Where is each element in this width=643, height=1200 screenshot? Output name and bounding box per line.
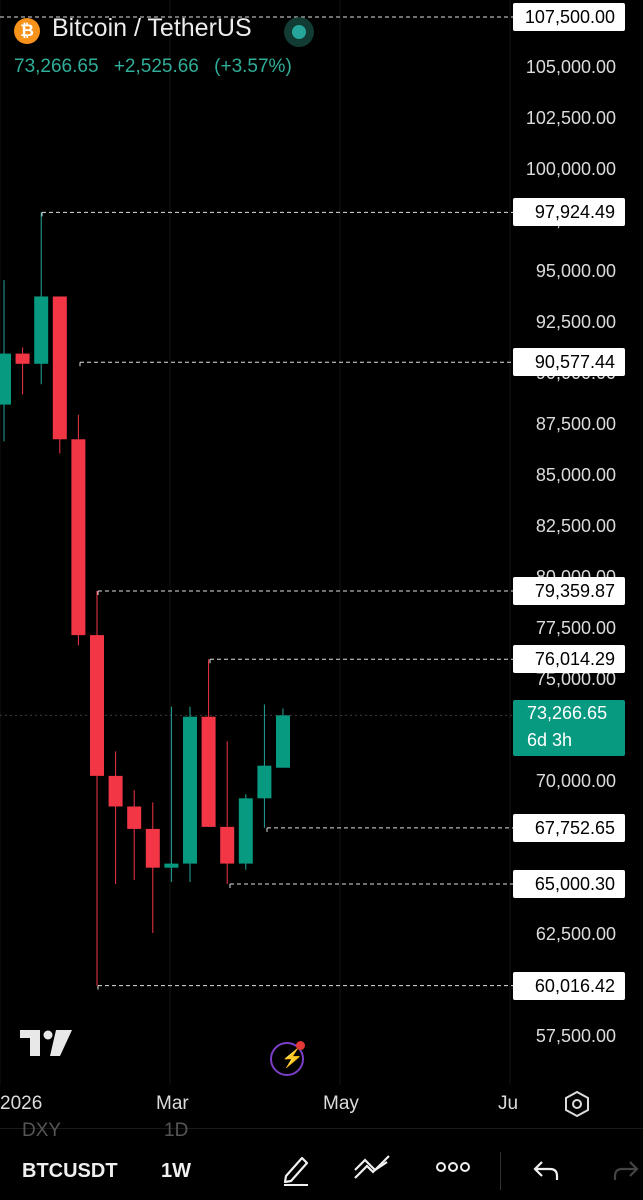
price-level-tag[interactable]: 79,359.87: [513, 577, 625, 606]
time-label-may: May: [323, 1093, 359, 1114]
price-level-tag[interactable]: 60,016.42: [513, 971, 625, 1000]
candle-body: [52, 296, 67, 440]
price-level-tag[interactable]: 67,752.65: [513, 813, 625, 842]
current-price-value: 73,266.65: [527, 703, 608, 723]
price-axis-label: 102,500.00: [525, 108, 616, 128]
candle-body: [15, 353, 30, 364]
time-label-mar: Mar: [156, 1093, 189, 1114]
price-axis-label: 77,500.00: [535, 618, 616, 638]
more-icon[interactable]: [436, 1160, 470, 1179]
price-axis-label: 70,000.00: [535, 771, 616, 791]
price-axis-label: 95,000.00: [535, 261, 616, 281]
pair-title[interactable]: Bitcoin / TetherUS: [52, 14, 252, 42]
pencil-icon[interactable]: [280, 1152, 312, 1191]
price-axis-label: 100,000.00: [525, 159, 616, 179]
candle-body: [238, 798, 253, 864]
toolbar-divider: [500, 1152, 501, 1190]
price-summary: 73,266.65 +2,525.66 (+3.57%): [14, 56, 302, 78]
candle-body: [34, 296, 49, 364]
redo-icon[interactable]: [612, 1158, 640, 1187]
ghost-symbol: DXY: [22, 1120, 62, 1141]
price-axis-label: 75,000.00: [535, 669, 616, 689]
last-price: 73,266.65: [14, 56, 99, 77]
tradingview-logo[interactable]: [20, 1030, 72, 1063]
price-level-tag[interactable]: 65,000.30: [513, 869, 625, 898]
price-axis-label: 82,500.00: [535, 516, 616, 536]
candle-body: [257, 765, 272, 799]
candle-body: [90, 635, 104, 776]
ghost-interval: 1D: [164, 1120, 189, 1141]
price-axis-label: 92,500.00: [535, 312, 616, 332]
price-axis-label: 57,500.00: [535, 1026, 616, 1046]
bolt-icon: ⚡: [281, 1048, 304, 1068]
settings-icon[interactable]: [563, 1090, 591, 1123]
price-axis-label: 62,500.00: [535, 924, 616, 944]
change-percent: (+3.57%): [214, 56, 292, 77]
candle-body: [183, 716, 197, 864]
price-level-tag[interactable]: 76,014.29: [513, 645, 625, 674]
current-price-tag: 73,266.65 6d 3h: [513, 700, 625, 756]
interval-button[interactable]: 1W: [161, 1160, 191, 1182]
time-label-jun: Ju: [498, 1093, 519, 1114]
candle-body: [164, 863, 179, 868]
symbol-button[interactable]: BTCUSDT: [22, 1160, 118, 1182]
time-label-2026: 2026: [0, 1093, 43, 1114]
candle-body: [127, 806, 142, 829]
candle-body: [145, 828, 160, 868]
price-axis-label: 85,000.00: [535, 465, 616, 485]
bar-countdown: 6d 3h: [527, 730, 573, 750]
price-level-tag[interactable]: 90,577.44: [513, 348, 625, 377]
candle-body: [276, 715, 290, 768]
undo-icon[interactable]: [532, 1158, 560, 1187]
indicators-icon[interactable]: [353, 1152, 393, 1187]
candle-body: [0, 353, 11, 405]
candle-body: [108, 775, 123, 807]
price-level-tag[interactable]: 97,924.49: [513, 198, 625, 227]
candle-body: [71, 439, 86, 636]
candle-body: [220, 826, 235, 864]
price-axis-label: 105,000.00: [525, 57, 616, 77]
price-level-tag[interactable]: 107,500.00: [513, 3, 625, 31]
price-axis-label: 87,500.00: [535, 414, 616, 434]
ai-assistant-icon[interactable]: ⚡: [270, 1041, 305, 1076]
bitcoin-icon: ₿: [14, 18, 40, 44]
bottom-toolbar: [0, 1128, 643, 1200]
market-status-icon[interactable]: [284, 17, 314, 47]
price-chart[interactable]: [0, 0, 643, 1128]
change-absolute: +2,525.66: [113, 56, 199, 77]
candle-body: [201, 716, 216, 827]
